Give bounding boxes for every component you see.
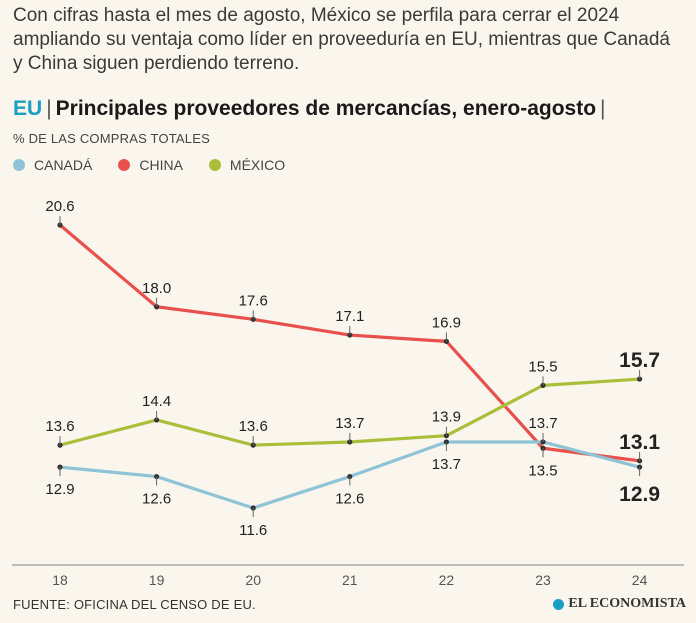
data-label-mexico: 13.7 [335, 415, 364, 432]
unit-label: % DE LAS COMPRAS TOTALES [13, 131, 210, 146]
headline-trailing-bar: | [600, 97, 606, 120]
data-label-canada: 12.9 [619, 483, 660, 506]
data-label-china: 13.1 [619, 431, 660, 454]
legend-dot-china [118, 159, 131, 171]
data-label-canada: 12.6 [335, 491, 364, 508]
legend-item-canada: CANADÁ [13, 157, 92, 173]
x-tick-label: 23 [535, 572, 551, 588]
legend-label-canada: CANADÁ [34, 157, 93, 173]
data-label-mexico: 15.5 [528, 358, 557, 375]
data-label-canada: 13.7 [528, 415, 557, 432]
headline-title: Principales proveedores de mercancías, e… [55, 97, 597, 120]
x-tick-label: 24 [632, 572, 648, 588]
data-label-mexico: 13.6 [45, 418, 74, 435]
data-label-canada: 12.6 [142, 491, 171, 508]
x-tick-label: 18 [52, 572, 68, 588]
legend-label-mexico: MÉXICO [229, 157, 286, 173]
intro-text: Con cifras hasta el mes de agosto, Méxic… [13, 5, 670, 74]
brand-name: EL ECONOMISTA [568, 596, 686, 611]
data-label-china: 17.6 [239, 292, 268, 309]
data-label-china: 16.9 [432, 314, 461, 331]
x-tick-label: 21 [342, 572, 358, 588]
legend-item-mexico: MÉXICO [208, 157, 286, 173]
x-tick-label: 19 [149, 572, 165, 588]
globe-icon [553, 598, 565, 610]
data-label-china: 13.5 [528, 462, 557, 479]
headline-separator: | [46, 97, 52, 120]
data-label-mexico: 15.7 [619, 349, 660, 372]
data-label-china: 20.6 [45, 198, 74, 215]
legend-label-china: CHINA [139, 157, 183, 173]
data-label-china: 18.0 [142, 280, 171, 297]
data-label-canada: 13.7 [432, 456, 461, 473]
legend-item-china: CHINA [118, 157, 183, 173]
data-label-canada: 11.6 [239, 522, 267, 539]
data-label-china: 17.1 [335, 308, 364, 325]
chart-headline: EU | Principales proveedores de mercancías… [13, 97, 610, 121]
data-label-mexico: 14.4 [142, 393, 171, 410]
data-label-mexico: 13.9 [432, 409, 461, 426]
x-tick-label: 20 [245, 572, 261, 588]
data-label-mexico: 13.6 [239, 418, 268, 435]
x-tick-label: 22 [439, 572, 455, 588]
legend-dot-mexico [208, 159, 221, 171]
brand-logo: EL ECONOMISTA [553, 596, 686, 612]
headline-region: EU [13, 97, 43, 120]
data-label-canada: 12.9 [45, 481, 74, 498]
chart-legend: CANADÁ CHINA MÉXICO [13, 157, 285, 173]
source-note: FUENTE: OFICINA DEL CENSO DE EU. [13, 597, 256, 612]
legend-dot-canada [13, 159, 25, 171]
